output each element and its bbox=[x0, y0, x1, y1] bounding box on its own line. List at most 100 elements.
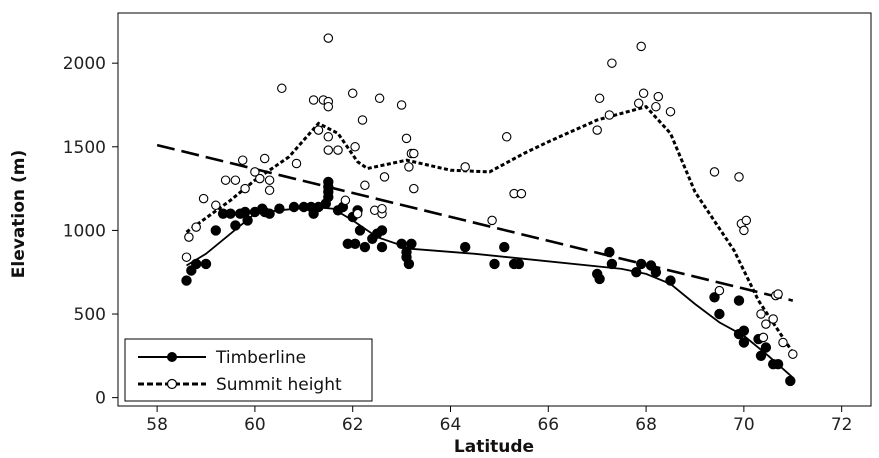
summit-point bbox=[211, 200, 221, 211]
data-points bbox=[181, 33, 798, 387]
timberline-point bbox=[733, 295, 745, 306]
summit-point bbox=[409, 148, 419, 159]
summit-point bbox=[756, 309, 766, 319]
summit-point bbox=[638, 88, 649, 99]
summit-point bbox=[460, 162, 470, 172]
timberline-point bbox=[264, 208, 275, 219]
timberline-point bbox=[636, 258, 647, 270]
summit-point bbox=[259, 153, 270, 164]
summit-point bbox=[401, 133, 412, 144]
timberline-point bbox=[349, 238, 361, 250]
timberline-point bbox=[376, 241, 388, 253]
timberline-point bbox=[714, 308, 725, 320]
summit-point bbox=[323, 101, 334, 112]
summit-point bbox=[714, 285, 725, 296]
timberline-point bbox=[738, 337, 750, 348]
legend: Timberline Summit height bbox=[124, 338, 373, 402]
y-tick-label: 0 bbox=[95, 389, 106, 409]
summit-point bbox=[357, 115, 368, 125]
timberline-point bbox=[406, 238, 417, 250]
summit-point bbox=[323, 145, 334, 155]
timberline-point bbox=[230, 220, 241, 231]
summit-point bbox=[773, 289, 783, 299]
timberline-point bbox=[288, 201, 300, 213]
summit-point bbox=[636, 41, 646, 52]
trend-line-dotted bbox=[185, 105, 795, 354]
summit-point bbox=[741, 215, 752, 226]
timberline-point bbox=[631, 267, 642, 278]
y-tick-label: 1500 bbox=[63, 138, 106, 158]
timberline-point bbox=[594, 273, 605, 285]
timberline-point bbox=[181, 275, 192, 286]
summit-point bbox=[340, 195, 351, 206]
summit-point bbox=[379, 172, 390, 182]
timberline-point bbox=[760, 342, 772, 353]
y-tick-label: 1000 bbox=[63, 221, 106, 241]
legend-summit-marker bbox=[166, 378, 178, 390]
summit-point bbox=[633, 98, 644, 109]
summit-point bbox=[333, 145, 343, 155]
summit-point bbox=[323, 33, 334, 43]
summit-point bbox=[709, 167, 720, 177]
timberline-point bbox=[274, 203, 285, 214]
summit-point bbox=[404, 162, 414, 172]
y-tick-label: 500 bbox=[74, 305, 106, 325]
summit-point bbox=[594, 93, 605, 104]
summit-point bbox=[778, 337, 788, 348]
timberline-point bbox=[210, 225, 222, 236]
summit-point bbox=[191, 222, 201, 232]
timberline-point bbox=[772, 359, 784, 370]
timberline-point bbox=[755, 350, 767, 362]
summit-point bbox=[758, 332, 769, 343]
summit-point bbox=[323, 132, 334, 142]
summit-point bbox=[604, 110, 615, 120]
summit-point bbox=[487, 215, 497, 226]
x-tick-label: 68 bbox=[635, 415, 657, 435]
summit-point bbox=[360, 180, 370, 191]
timberline-point bbox=[738, 325, 750, 336]
y-axis-ticks: 0 500 1000 1500 2000 bbox=[63, 54, 118, 409]
timberline-point bbox=[499, 241, 510, 253]
summit-point bbox=[240, 183, 250, 194]
summit-point bbox=[198, 193, 209, 204]
summit-point bbox=[653, 91, 664, 102]
summit-point bbox=[264, 185, 275, 196]
x-tick-label: 60 bbox=[244, 415, 266, 435]
summit-point bbox=[250, 167, 260, 177]
summit-point bbox=[734, 172, 744, 182]
summit-point bbox=[255, 173, 265, 184]
timberline-point bbox=[709, 292, 720, 303]
timberline-point bbox=[460, 241, 471, 253]
timberline-point bbox=[200, 258, 212, 270]
summit-point bbox=[651, 101, 661, 112]
summit-point bbox=[374, 93, 385, 104]
timberline-point bbox=[359, 241, 371, 253]
summit-point bbox=[665, 106, 676, 117]
timberline-point bbox=[323, 176, 334, 188]
legend-timberline-label: Timberline bbox=[215, 348, 306, 368]
trend-line-dashed bbox=[156, 143, 794, 302]
timberline-point bbox=[403, 258, 415, 270]
summit-point bbox=[409, 183, 419, 194]
summit-point bbox=[396, 100, 407, 110]
y-axis-title: Elevation (m) bbox=[9, 150, 29, 278]
summit-point bbox=[181, 252, 192, 262]
legend-timberline-marker bbox=[167, 352, 177, 362]
timberline-point bbox=[242, 215, 253, 226]
summit-point bbox=[291, 158, 302, 169]
timberline-point bbox=[190, 258, 202, 270]
timberline-point bbox=[650, 267, 662, 278]
timberline-point bbox=[376, 225, 388, 236]
summit-point bbox=[607, 58, 617, 68]
summit-point bbox=[377, 203, 387, 214]
timberline-point bbox=[665, 275, 676, 286]
summit-point bbox=[277, 83, 287, 94]
summit-point bbox=[501, 132, 512, 142]
summit-point bbox=[313, 125, 324, 135]
x-tick-label: 66 bbox=[537, 415, 559, 435]
summit-point bbox=[347, 88, 358, 99]
summit-point bbox=[768, 314, 778, 324]
legend-box bbox=[124, 338, 373, 402]
legend-summit-label: Summit height bbox=[216, 375, 342, 395]
